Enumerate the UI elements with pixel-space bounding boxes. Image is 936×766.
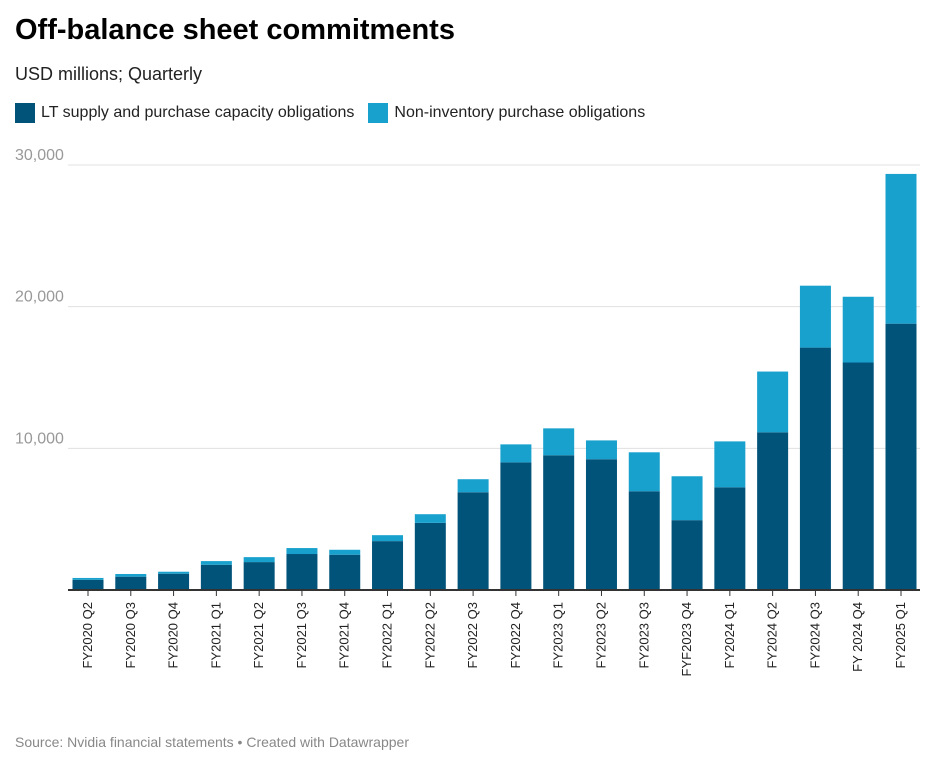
bar-segment-noninventory — [414, 514, 446, 523]
bar-segment-noninventory — [243, 557, 275, 563]
x-tick-label: FYF2023 Q4 — [679, 602, 694, 676]
bar-segment-lt — [200, 564, 232, 590]
x-tick-label: FY2024 Q2 — [765, 602, 780, 669]
bar-segment-noninventory — [671, 476, 703, 521]
bar-segment-lt — [757, 432, 789, 590]
legend-swatch — [368, 103, 389, 123]
x-tick-label: FY2023 Q2 — [593, 602, 608, 669]
x-tick-label: FY 2024 Q4 — [850, 602, 865, 672]
bar-segment-lt — [72, 579, 104, 590]
x-tick-label: FY2021 Q4 — [337, 602, 352, 669]
bar-segment-lt — [585, 459, 617, 590]
x-tick-label: FY2023 Q3 — [636, 602, 651, 669]
bar-segment-lt — [500, 462, 532, 590]
legend-label: LT supply and purchase capacity obligati… — [41, 104, 355, 121]
legend-item-noninventory: Non-inventory purchase obligations — [368, 103, 645, 123]
bar-segment-lt — [115, 576, 147, 590]
bar-segment-lt — [372, 541, 404, 590]
bar-segment-lt — [158, 573, 190, 590]
bar-segment-noninventory — [799, 285, 831, 348]
x-tick-label: FY2021 Q1 — [208, 602, 223, 669]
bar-segment-noninventory — [115, 573, 147, 577]
x-tick-label: FY2021 Q2 — [251, 602, 266, 669]
bar-segment-lt — [628, 491, 660, 590]
y-tick-label: 20,000 — [15, 289, 64, 306]
bar-segment-lt — [714, 487, 746, 590]
bar-segment-noninventory — [329, 549, 361, 555]
bar-segment-lt — [842, 362, 874, 590]
x-tick-label: FY2022 Q4 — [508, 602, 523, 669]
bar-segment-noninventory — [628, 452, 660, 492]
bar-segment-noninventory — [757, 371, 789, 433]
bar-segment-noninventory — [457, 479, 489, 493]
bar-segment-lt — [457, 492, 489, 590]
bar-segment-lt — [885, 323, 917, 590]
bar-segment-noninventory — [200, 561, 232, 565]
x-tick-label: FY2021 Q3 — [294, 602, 309, 669]
bar-segment-noninventory — [842, 296, 874, 363]
bar-segment-lt — [329, 554, 361, 590]
chart-title: Off-balance sheet commitments — [15, 14, 455, 46]
x-tick-label: FY2025 Q1 — [893, 602, 908, 669]
x-tick-label: FY2024 Q3 — [807, 602, 822, 669]
x-tick-label: FY2024 Q1 — [722, 602, 737, 669]
y-tick-label: 30,000 — [15, 147, 64, 164]
bar-segment-lt — [543, 455, 575, 590]
bar-segment-noninventory — [885, 173, 917, 324]
x-tick-label: FY2020 Q4 — [166, 602, 181, 669]
y-tick-label: 10,000 — [15, 430, 64, 447]
x-tick-label: FY2022 Q2 — [422, 602, 437, 669]
bar-segment-noninventory — [543, 428, 575, 456]
source-note: Source: Nvidia financial statements • Cr… — [15, 734, 409, 750]
bar-segment-noninventory — [72, 577, 104, 580]
bar-segment-noninventory — [372, 535, 404, 542]
bar-segment-noninventory — [286, 548, 318, 555]
x-tick-label: FY2020 Q3 — [123, 602, 138, 669]
bar-segment-noninventory — [714, 441, 746, 488]
x-tick-label: FY2020 Q2 — [80, 602, 95, 669]
bar-segment-noninventory — [158, 571, 190, 574]
x-tick-label: FY2023 Q1 — [551, 602, 566, 669]
x-tick-label: FY2022 Q3 — [465, 602, 480, 669]
chart-subtitle: USD millions; Quarterly — [15, 64, 203, 84]
bar-segment-noninventory — [500, 444, 532, 463]
bar-segment-noninventory — [585, 440, 617, 460]
legend-label: Non-inventory purchase obligations — [394, 104, 646, 121]
x-tick-label: FY2022 Q1 — [380, 602, 395, 669]
legend: LT supply and purchase capacity obligati… — [15, 103, 645, 123]
bar-segment-lt — [414, 522, 446, 590]
legend-swatch — [15, 103, 35, 123]
bar-segment-lt — [286, 554, 318, 590]
legend-item-lt: LT supply and purchase capacity obligati… — [15, 103, 354, 123]
bar-segment-lt — [243, 562, 275, 590]
bar-segment-lt — [799, 347, 831, 590]
bar-segment-lt — [671, 520, 703, 590]
